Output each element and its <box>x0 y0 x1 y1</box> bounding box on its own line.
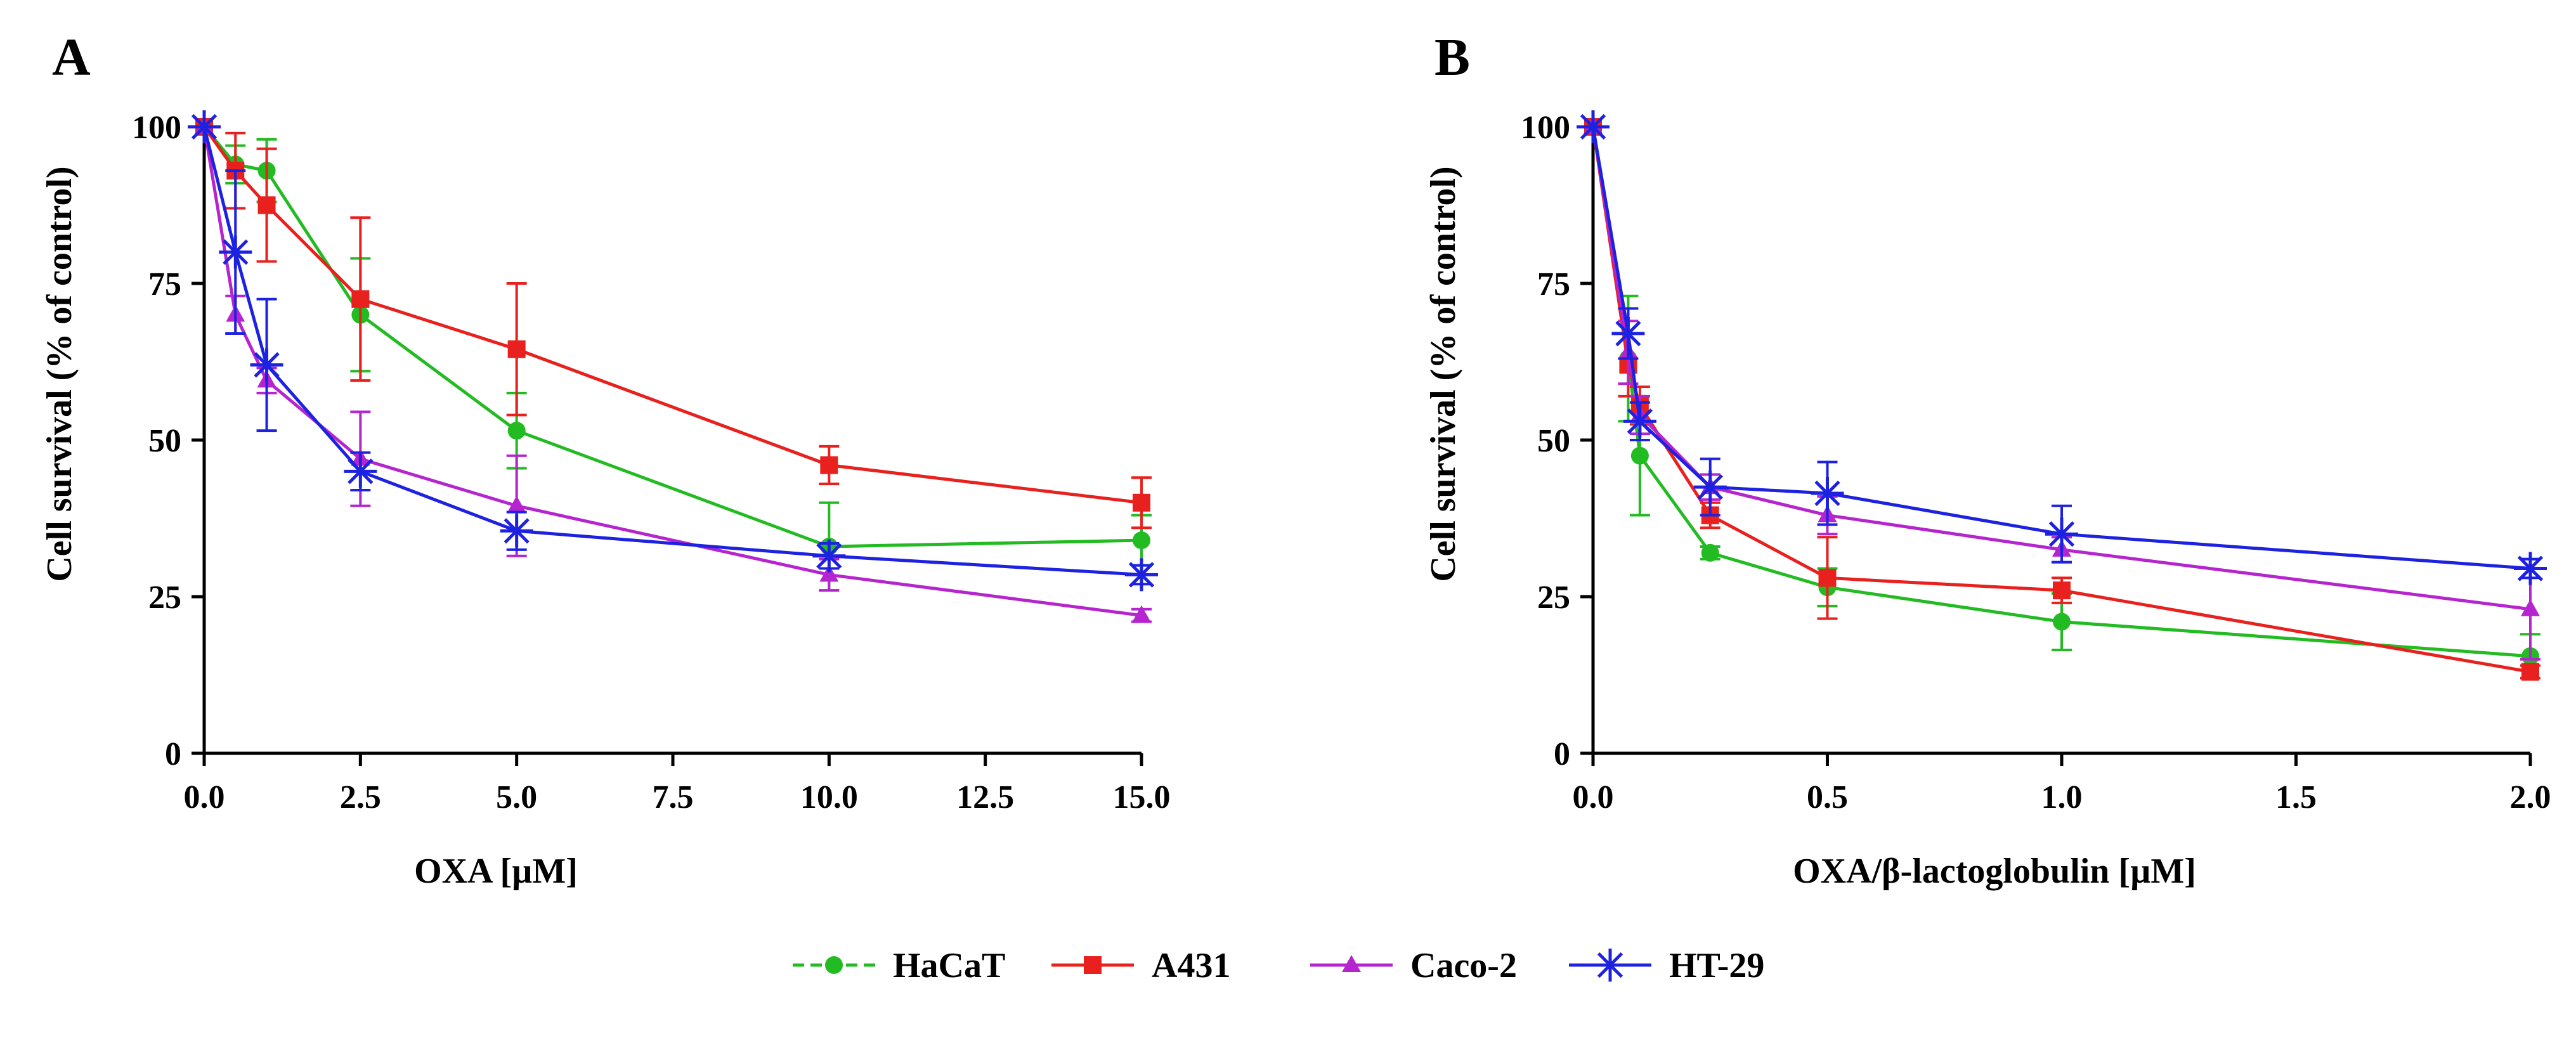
panel-b-ht-29-point <box>1811 476 1844 510</box>
panel-a-y-tick-label: 100 <box>132 110 181 146</box>
panel-b-ht-29-point <box>1611 317 1645 351</box>
panel-a-plot: 0.0 2.5 5.0 7.5 10.0 12.5 15.0 0 25 50 75 100 <box>132 110 1171 815</box>
panel-a-series-caco-2 <box>195 117 1152 623</box>
panel-a-ht-29-line <box>202 126 1142 576</box>
panel-a-series-ht-29 <box>188 110 1158 592</box>
panel-b-hacat-point <box>1701 543 1719 562</box>
panel-a-ht-29-point <box>500 514 533 548</box>
panel-b-series-a431 <box>1584 118 2540 681</box>
legend-ht-29-marker <box>1594 949 1627 982</box>
panel-a-a431-point <box>507 340 526 358</box>
panel-b-x-tick-label: 0.5 <box>1807 779 1848 815</box>
legend-caco-2-marker <box>1342 955 1361 972</box>
panel-b-ht-29-point <box>2045 517 2078 551</box>
panel-b-caco-2-point <box>2521 599 2540 616</box>
panel-a-hacat-line <box>203 126 1142 548</box>
panel-b-a431-point <box>2053 581 2071 600</box>
legend-hacat-label: HaCaT <box>893 946 1005 985</box>
panel-b-ht-29-point <box>1693 470 1727 504</box>
panel-b-y-tick-label: 75 <box>1537 266 1570 302</box>
legend-caco-2-label: Caco-2 <box>1410 946 1517 985</box>
panel-a: A 0.0 2.5 5.0 7.5 10.0 12.5 15.0 0 25 50 75 100 OXA… <box>40 28 1171 891</box>
panel-a-hacat-point <box>1133 531 1150 550</box>
panel-b-x-tick-label: 2.0 <box>2510 779 2551 815</box>
panel-a-x-tick-label: 10.0 <box>800 779 858 815</box>
panel-a-ht-29-point <box>250 348 283 382</box>
panel-a-x-tick-label: 5.0 <box>496 779 537 815</box>
legend: HaCaT A431 Caco-2 HT-29 <box>793 946 1764 985</box>
legend-hacat-marker <box>825 956 843 974</box>
panel-a-ht-29-point <box>219 235 252 269</box>
panel-b-y-tick-label: 0 <box>1554 736 1570 772</box>
panel-b: B 0.0 0.5 1.0 1.5 2.0 0 25 50 75 100 OXA/β-lactog… <box>1424 28 2551 891</box>
panel-a-x-axis-title: OXA [µM] <box>414 852 578 891</box>
panel-a-a431-point <box>820 456 838 474</box>
panel-b-y-tick-label: 25 <box>1537 580 1570 616</box>
panel-a-a431-point <box>257 196 276 214</box>
panel-a-label: A <box>52 28 91 87</box>
legend-a431-label: A431 <box>1152 946 1230 985</box>
panel-b-hacat-point <box>1630 446 1649 465</box>
legend-item-caco-2: Caco-2 <box>1310 946 1517 985</box>
panel-b-ht-29-line <box>1591 126 2531 571</box>
legend-item-ht-29: HT-29 <box>1569 946 1764 985</box>
panel-a-x-tick-label: 0.0 <box>184 779 225 815</box>
panel-a-y-tick-label: 0 <box>165 736 181 772</box>
panel-a-caco-2-point <box>507 495 526 513</box>
legend-item-hacat: HaCaT <box>793 946 1005 985</box>
panel-b-x-tick-label: 0.0 <box>1573 779 1614 815</box>
panel-a-x-tick-label: 15.0 <box>1113 779 1171 815</box>
panel-a-ht-29-point <box>812 539 846 573</box>
panel-b-ht-29-point <box>2514 552 2547 585</box>
panel-b-y-tick-label: 50 <box>1537 423 1570 459</box>
panel-a-series-a431 <box>195 118 1152 529</box>
panel-a-x-tick-label: 2.5 <box>340 779 381 815</box>
panel-b-hacat-point <box>2053 613 2071 631</box>
panel-a-y-tick-label: 75 <box>148 266 181 302</box>
panel-b-a431-point <box>1818 569 1837 587</box>
panel-a-y-axis-title: Cell survival (% of control) <box>40 166 79 581</box>
panel-a-x-tick-label: 12.5 <box>956 779 1014 815</box>
panel-b-ht-29-point <box>1623 405 1656 438</box>
panel-b-plot: 0.0 0.5 1.0 1.5 2.0 0 25 50 75 100 <box>1521 110 2551 815</box>
panel-b-ht-29-point <box>1577 110 1610 143</box>
panel-a-a431-point <box>351 290 370 308</box>
panel-b-x-tick-label: 1.5 <box>2275 779 2317 815</box>
panel-a-y-tick-label: 25 <box>148 580 181 616</box>
panel-a-a431-point <box>1133 493 1150 512</box>
panel-b-x-axis-title: OXA/β-lactoglobulin [µM] <box>1793 852 2196 891</box>
panel-a-series-hacat <box>195 118 1152 592</box>
panel-a-x-tick-label: 7.5 <box>653 779 694 815</box>
panel-a-hacat-point <box>507 422 526 440</box>
panel-b-x-tick-label: 1.0 <box>2041 779 2083 815</box>
panel-b-y-tick-label: 100 <box>1521 110 1570 146</box>
panel-a-ht-29-point <box>344 455 377 488</box>
panel-b-series-ht-29 <box>1577 110 2547 585</box>
legend-ht-29-label: HT-29 <box>1669 946 1764 985</box>
panel-b-y-axis-title: Cell survival (% of control) <box>1424 166 1463 581</box>
panel-a-y-tick-label: 50 <box>148 423 181 459</box>
panel-a-caco-2-point <box>1132 605 1151 623</box>
panel-a-ht-29-point <box>1125 558 1158 592</box>
legend-item-a431: A431 <box>1051 946 1230 985</box>
panel-b-label: B <box>1434 28 1470 87</box>
legend-a431-marker <box>1084 956 1102 974</box>
panel-b-a431-point <box>2521 663 2539 681</box>
panel-a-ht-29-point <box>188 110 221 143</box>
panel-a-caco-2-point <box>819 564 839 582</box>
